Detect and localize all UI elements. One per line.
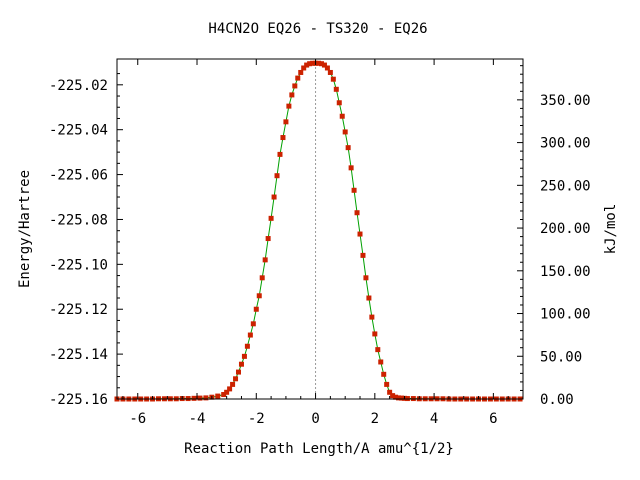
- data-point: [342, 129, 348, 135]
- data-point: [396, 395, 402, 401]
- y-tick-label: -225.10: [49, 257, 108, 273]
- data-point: [280, 135, 286, 141]
- data-point: [191, 395, 197, 401]
- data-point: [265, 236, 271, 242]
- y2-axis-label: kJ/mol: [603, 204, 619, 255]
- x-axis-label: Reaction Path Length/A amu^{1/2}: [184, 441, 454, 457]
- data-point: [238, 361, 244, 367]
- data-point: [333, 86, 339, 92]
- data-point: [227, 386, 233, 392]
- data-point: [295, 75, 301, 81]
- data-point: [289, 92, 295, 98]
- data-point: [381, 371, 387, 377]
- data-point: [224, 389, 230, 395]
- data-point: [336, 100, 342, 106]
- data-point: [203, 395, 209, 401]
- x-tick-label: 6: [489, 411, 497, 427]
- data-point: [360, 252, 366, 258]
- chart-title: H4CN2O EQ26 - TS320 - EQ26: [208, 21, 427, 37]
- data-point: [399, 395, 404, 401]
- data-point: [215, 393, 221, 399]
- data-point: [310, 60, 316, 66]
- data-point: [384, 381, 390, 387]
- data-point: [244, 343, 250, 349]
- data-point: [221, 392, 227, 398]
- data-point: [250, 321, 256, 327]
- data-point: [253, 306, 259, 312]
- data-point: [262, 257, 268, 263]
- data-point: [283, 119, 289, 125]
- y2-tick-label: 100.00: [540, 307, 591, 323]
- data-point: [351, 187, 357, 193]
- data-point: [268, 215, 274, 221]
- data-point: [330, 76, 336, 82]
- plot-frame: [116, 58, 524, 400]
- data-point: [354, 210, 360, 216]
- data-point: [236, 369, 241, 375]
- y2-tick-label: 300.00: [540, 136, 591, 152]
- data-point: [327, 69, 333, 75]
- data-point: [286, 103, 292, 109]
- data-point: [363, 275, 369, 281]
- data-point: [357, 231, 363, 237]
- data-point: [233, 376, 239, 382]
- data-point: [197, 395, 203, 401]
- x-tick-label: 0: [311, 411, 319, 427]
- data-point: [307, 61, 313, 67]
- y-tick-label: -225.14: [49, 347, 108, 363]
- data-point: [271, 194, 277, 200]
- y2-tick-label: 0.00: [540, 392, 574, 408]
- data-point: [321, 62, 327, 68]
- data-point: [318, 61, 324, 67]
- data-point: [390, 393, 396, 399]
- data-point: [230, 381, 236, 387]
- data-point: [274, 173, 280, 179]
- y2-tick-label: 50.00: [540, 349, 582, 365]
- y2-tick-label: 200.00: [540, 221, 591, 237]
- data-point: [369, 314, 375, 320]
- data-point: [345, 145, 351, 151]
- data-point: [366, 295, 372, 301]
- data-point: [339, 113, 345, 119]
- y-tick-label: -225.12: [49, 302, 108, 318]
- energy-curve-line: [117, 62, 521, 400]
- x-tick-label: 4: [430, 411, 438, 427]
- y-axis-label: Energy/Hartree: [17, 170, 33, 288]
- y2-tick-label: 150.00: [540, 264, 591, 280]
- data-point: [348, 165, 354, 171]
- data-point: [393, 394, 399, 400]
- x-tick-label: 2: [371, 411, 379, 427]
- y-tick-label: -225.04: [49, 123, 108, 139]
- y-tick-label: -225.16: [49, 392, 108, 408]
- y2-tick-label: 250.00: [540, 178, 591, 194]
- data-point: [378, 359, 384, 365]
- data-point: [324, 65, 330, 71]
- data-point: [304, 62, 310, 68]
- y-tick-label: -225.02: [49, 78, 108, 94]
- data-point: [372, 331, 378, 337]
- x-tick-label: -2: [248, 411, 265, 427]
- data-point: [241, 353, 247, 359]
- x-tick-label: -6: [129, 411, 146, 427]
- data-point: [316, 60, 322, 66]
- y-tick-label: -225.08: [49, 212, 108, 228]
- data-point: [292, 83, 298, 89]
- data-point: [387, 389, 393, 395]
- data-point: [375, 347, 381, 353]
- data-point: [259, 275, 265, 281]
- x-tick-label: -4: [189, 411, 206, 427]
- y-tick-label: -225.06: [49, 168, 108, 184]
- data-point: [256, 293, 262, 299]
- data-point: [298, 69, 304, 75]
- data-point: [247, 332, 253, 338]
- y2-tick-label: 350.00: [540, 93, 591, 109]
- data-point: [277, 151, 283, 157]
- data-point: [301, 65, 307, 71]
